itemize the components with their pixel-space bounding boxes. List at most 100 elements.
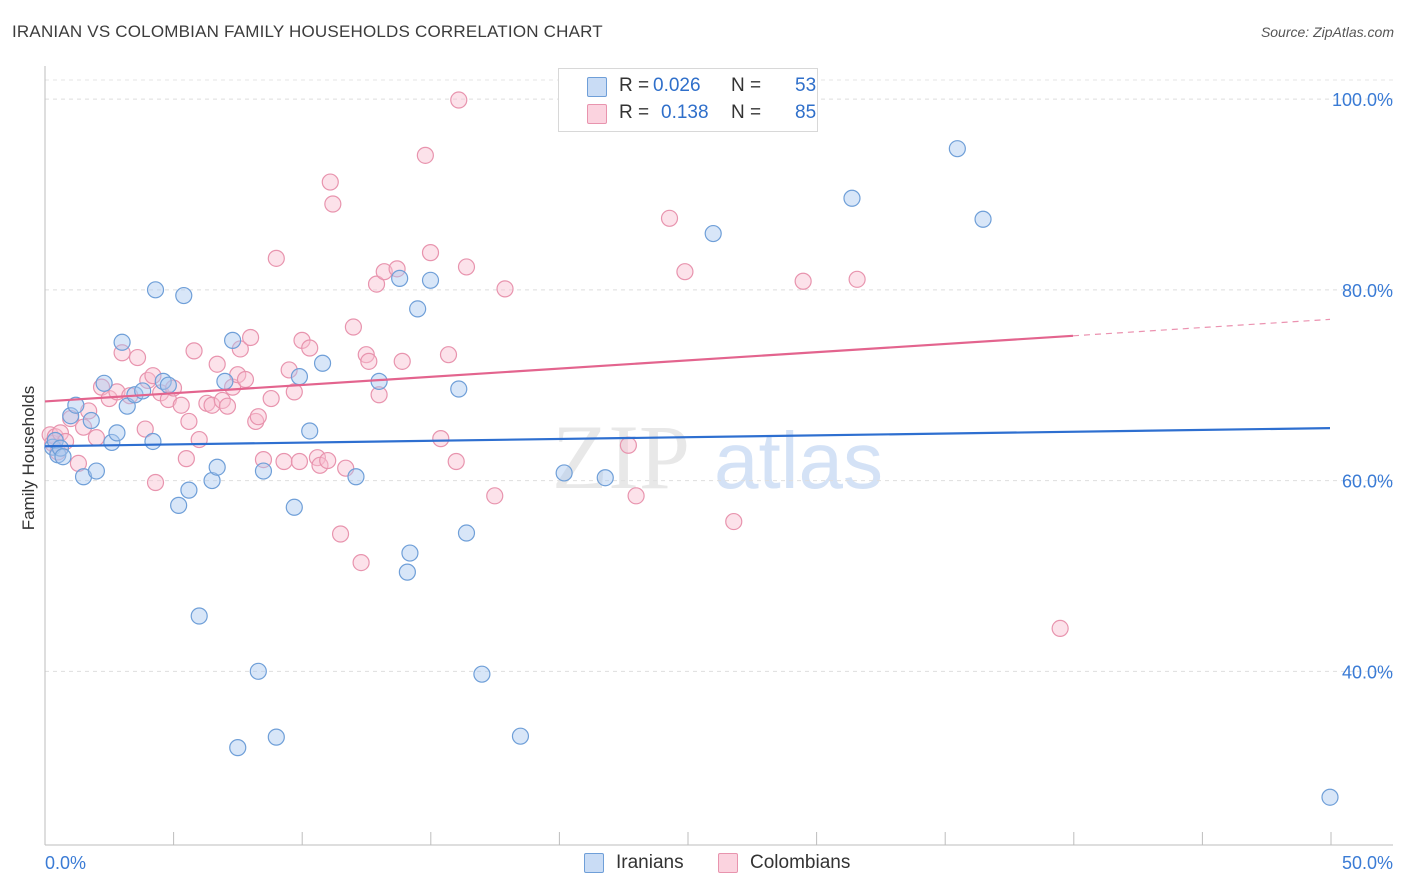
- data-point: [370, 386, 388, 404]
- data-point: [208, 355, 226, 373]
- data-point: [496, 280, 514, 298]
- data-point: [172, 396, 190, 414]
- data-point: [144, 367, 162, 385]
- data-point: [224, 331, 242, 349]
- data-point: [185, 342, 203, 360]
- data-point: [275, 452, 293, 471]
- data-point: [421, 271, 440, 289]
- data-point: [249, 408, 267, 426]
- data-point: [473, 665, 491, 683]
- trend-line-iranians: [44, 427, 1331, 448]
- data-point: [180, 412, 198, 431]
- data-point: [254, 462, 273, 480]
- data-point: [113, 333, 131, 351]
- data-point: [62, 407, 80, 425]
- data-point: [1051, 619, 1069, 638]
- data-point: [843, 189, 861, 207]
- data-point: [450, 380, 468, 398]
- data-point: [439, 346, 458, 364]
- stats-legend: R = 0.026 N = 53 R = 0.138 N = 85: [558, 68, 818, 132]
- data-point: [87, 429, 106, 447]
- data-point: [393, 352, 411, 370]
- trend-line-extension-colombians: [1072, 318, 1331, 337]
- data-point: [177, 450, 195, 468]
- data-point: [301, 422, 319, 440]
- data-point: [313, 354, 332, 372]
- data-point: [216, 372, 234, 390]
- data-point: [450, 91, 468, 109]
- data-point: [432, 430, 450, 448]
- n-value: 53: [795, 75, 817, 96]
- data-point: [301, 339, 319, 357]
- watermark-zip: ZIP: [552, 406, 690, 508]
- data-point: [447, 452, 465, 471]
- data-point: [948, 140, 966, 158]
- data-point: [357, 346, 375, 364]
- data-point: [794, 272, 812, 290]
- series-colombians: [41, 91, 1069, 638]
- data-point: [555, 464, 573, 482]
- data-point: [170, 496, 188, 514]
- series-iranians: [44, 140, 1339, 806]
- data-point: [596, 469, 614, 487]
- data-point: [704, 224, 722, 243]
- data-point: [190, 607, 208, 625]
- data-point: [344, 318, 362, 336]
- data-point: [398, 563, 416, 581]
- data-point: [409, 300, 427, 318]
- data-point: [285, 498, 303, 516]
- data-point: [324, 195, 342, 213]
- data-point: [146, 473, 165, 492]
- data-point: [175, 286, 193, 305]
- data-point: [848, 270, 866, 288]
- data-point: [347, 468, 365, 486]
- data-point: [290, 452, 309, 471]
- data-point: [321, 173, 339, 191]
- chart-title: IRANIAN VS COLOMBIAN FAMILY HOUSEHOLDS C…: [12, 22, 603, 41]
- data-point: [676, 263, 694, 281]
- data-point: [627, 487, 645, 505]
- data-point: [375, 263, 393, 281]
- x-tick-label: 50.0%: [1342, 853, 1393, 873]
- n-value: 85: [795, 102, 817, 123]
- data-point: [218, 397, 237, 415]
- data-point: [1321, 788, 1339, 806]
- y-axis-label: Family Households: [19, 386, 38, 531]
- data-point: [391, 269, 409, 287]
- data-point: [247, 412, 265, 431]
- source-label: Source: ZipAtlas.com: [1260, 24, 1394, 40]
- data-point: [180, 481, 198, 499]
- iranians-swatch: [587, 77, 607, 97]
- data-point: [660, 209, 679, 227]
- data-point: [267, 728, 285, 746]
- legend-label: Iranians: [616, 852, 684, 873]
- data-point: [416, 146, 434, 164]
- data-point: [974, 210, 992, 228]
- r-value: 0.026: [653, 75, 701, 96]
- data-point: [267, 249, 285, 267]
- data-point: [242, 328, 260, 347]
- data-point: [285, 383, 303, 401]
- trend-line-colombians: [44, 334, 1074, 403]
- n-label: N =: [731, 102, 762, 123]
- data-point: [360, 352, 378, 370]
- x-tick-label: 0.0%: [45, 853, 86, 873]
- data-point: [401, 544, 419, 562]
- data-point: [144, 432, 162, 451]
- watermark-atlas: atlas: [714, 416, 883, 505]
- data-point: [208, 458, 226, 476]
- data-point: [54, 448, 72, 466]
- data-point: [725, 512, 743, 531]
- data-point: [290, 368, 309, 386]
- data-point: [67, 396, 85, 414]
- r-value: 0.138: [661, 102, 709, 123]
- colombians-swatch: [587, 104, 607, 124]
- data-point: [159, 376, 177, 394]
- y-tick-label: 40.0%: [1342, 662, 1393, 682]
- data-point: [108, 424, 126, 442]
- y-tick-label: 60.0%: [1342, 472, 1393, 492]
- data-point: [128, 348, 147, 367]
- r-label: R =: [619, 75, 650, 96]
- n-label: N =: [731, 75, 762, 96]
